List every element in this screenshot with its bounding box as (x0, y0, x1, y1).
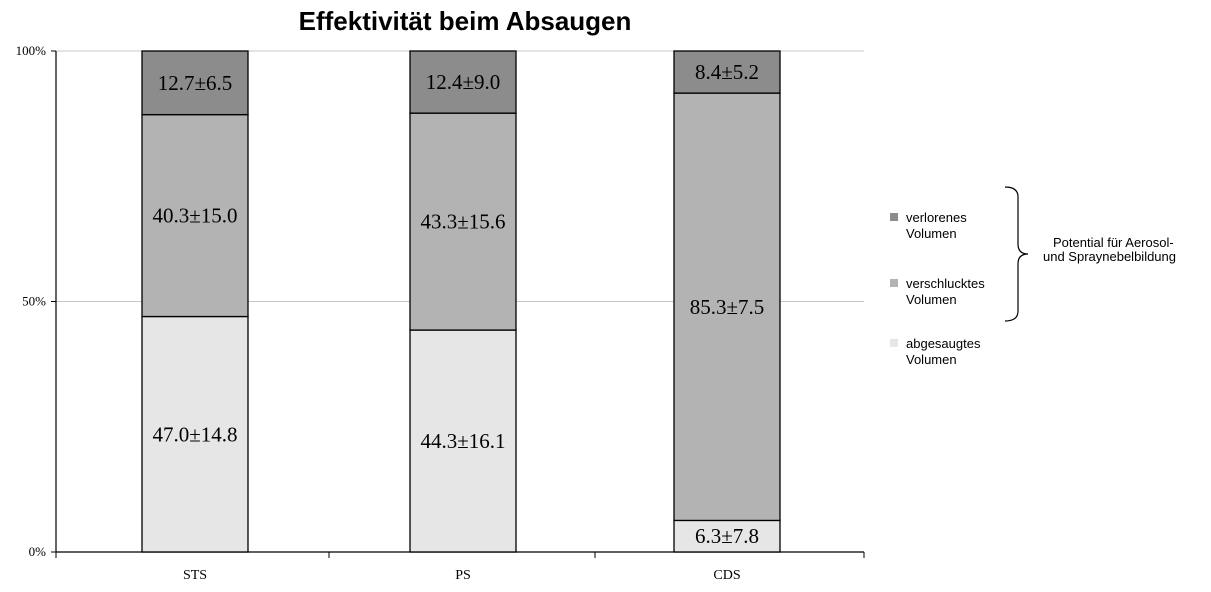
y-tick-label-1: 50% (22, 294, 46, 309)
legend-swatch-2 (890, 279, 898, 287)
annotation-line-1: Potential für Aerosol- (1053, 235, 1174, 250)
data-label-cds-2: 85.3±7.5 (690, 295, 765, 319)
x-category-label-1: STS (183, 568, 207, 583)
x-category-labels: STS PS CDS (183, 568, 741, 583)
bars: 47.0±14.8 40.3±15.0 12.7±6.5 44.3±16.1 43.3±… (141, 50, 781, 553)
y-tick-labels: 0% 50% 100% (16, 43, 47, 559)
legend-label-1-line-2: Volumen (906, 226, 957, 241)
data-label-sts-1: 47.0±14.8 (152, 422, 237, 446)
legend-label-2-line-2: Volumen (906, 292, 957, 307)
legend-label-3-line-2: Volumen (906, 352, 957, 367)
bar-segment-cds-2 (673, 92, 781, 522)
bar-segment-ps-1 (409, 329, 517, 553)
x-category-label-2: PS (455, 568, 471, 583)
data-label-ps-2: 43.3±15.6 (420, 210, 505, 234)
legend: verlorenesVolumenverschlucktesVolumenabg… (890, 210, 985, 367)
chart-title: Effektivität beim Absaugen (299, 6, 632, 36)
y-tick-label-2: 100% (16, 43, 47, 58)
legend-swatch-1 (890, 213, 898, 221)
data-label-sts-3: 12.7±6.5 (158, 71, 233, 95)
legend-label-2-line-1: verschlucktes (906, 276, 985, 291)
x-category-label-3: CDS (713, 568, 740, 583)
legend-annotation: Potential für Aerosol- und Spraynebelbil… (1004, 186, 1176, 322)
legend-brace (1004, 186, 1029, 322)
legend-swatch-3 (890, 339, 898, 347)
bar-segment-sts-2 (141, 113, 249, 318)
data-label-cds-1: 6.3±7.8 (695, 524, 759, 548)
bar-segment-sts-3 (141, 50, 249, 116)
data-label-cds-3: 8.4±5.2 (695, 60, 759, 84)
annotation-line-2: und Spraynebelbildung (1043, 249, 1176, 264)
bar-segment-sts-1 (141, 315, 249, 553)
bar-segment-ps-2 (409, 112, 517, 331)
data-label-sts-2: 40.3±15.0 (152, 204, 237, 228)
data-label-ps-1: 44.3±16.1 (420, 429, 505, 453)
y-tick-label-0: 0% (29, 544, 47, 559)
legend-label-3-line-1: abgesaugtes (906, 336, 981, 351)
bar-segment-cds-3 (673, 50, 781, 94)
legend-label-1-line-1: verlorenes (906, 210, 967, 225)
bar-segment-ps-3 (409, 50, 517, 114)
data-label-ps-3: 12.4±9.0 (426, 70, 501, 94)
